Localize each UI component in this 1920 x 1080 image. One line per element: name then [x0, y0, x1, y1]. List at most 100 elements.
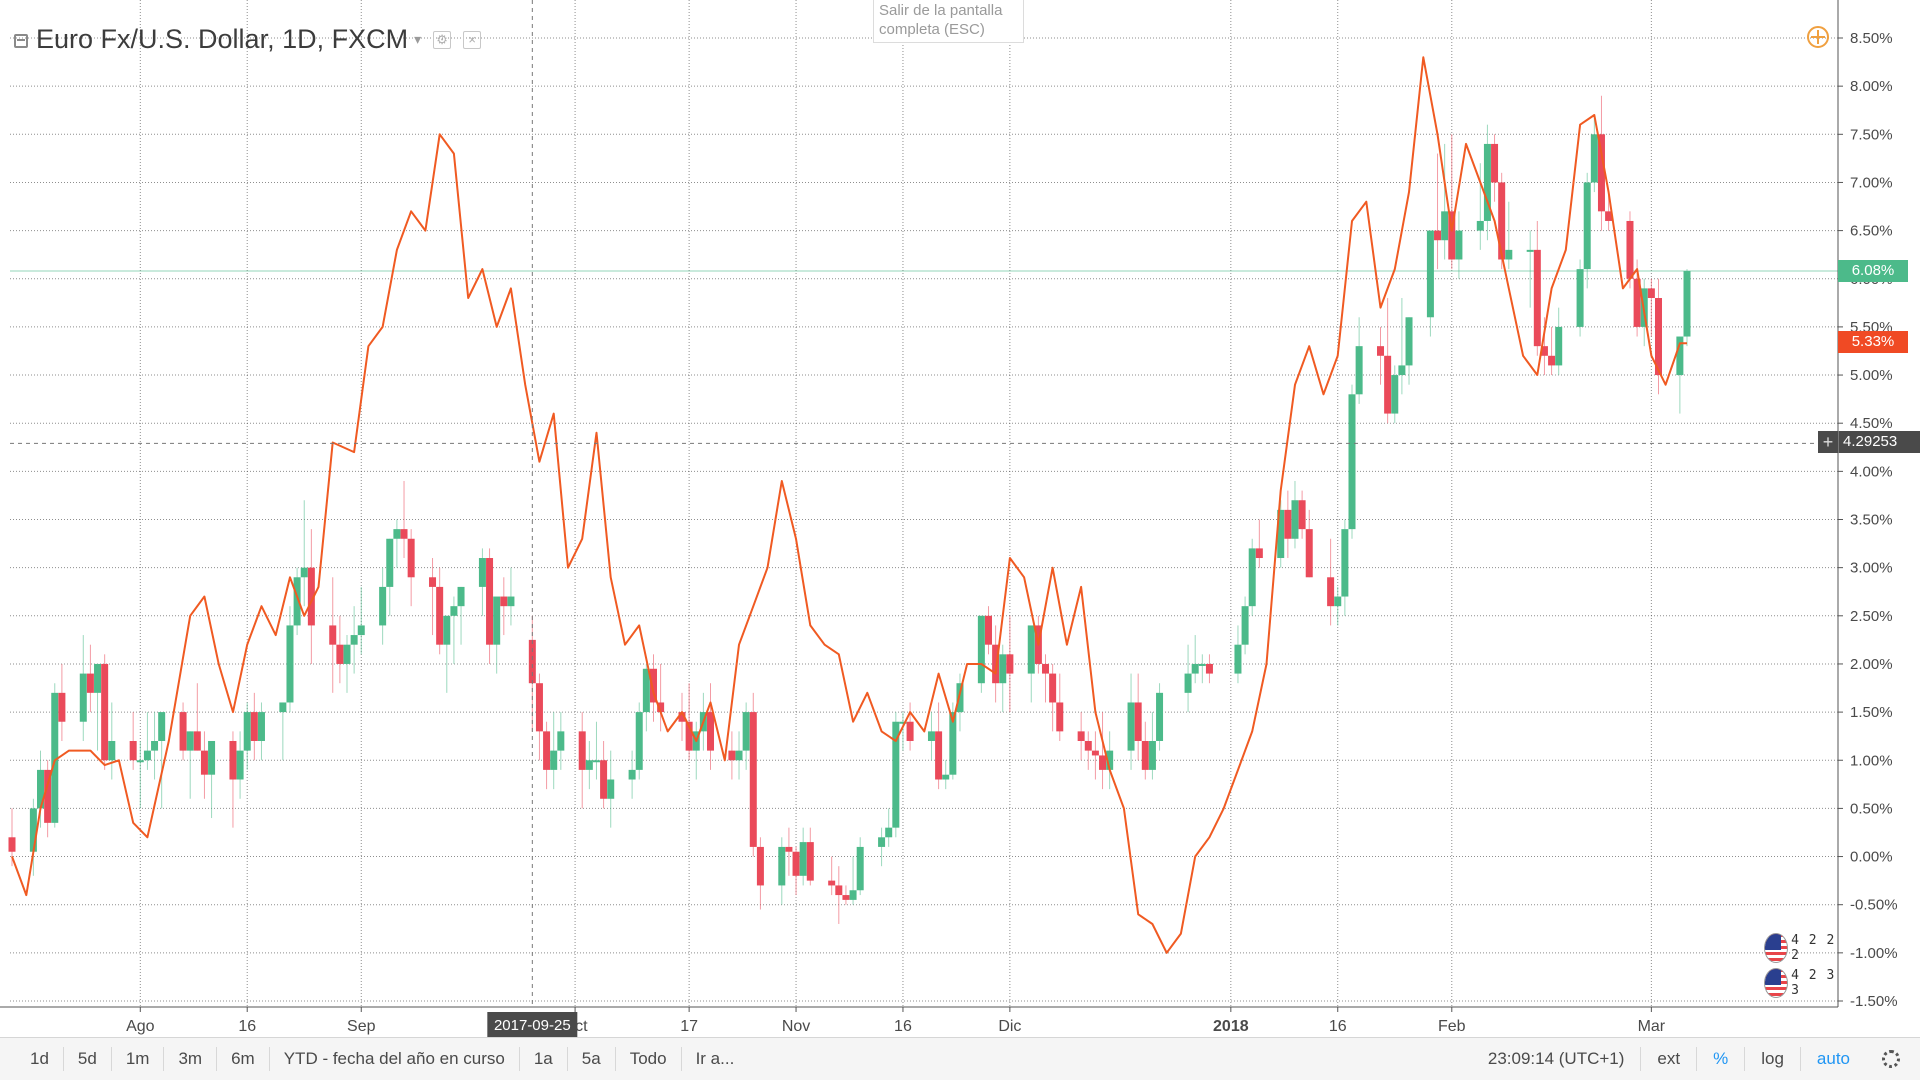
x-tick-label: Dic — [998, 1018, 1021, 1035]
candle-body — [828, 880, 836, 886]
candle-body — [785, 846, 793, 852]
candle-body — [357, 625, 365, 636]
x-tick-label: 17 — [680, 1018, 698, 1035]
candle-body — [806, 842, 814, 881]
candle-body — [578, 731, 586, 770]
candle-body — [892, 721, 900, 828]
time-axis[interactable]: Ago16SepOct17Nov16Dic201816FebMar2017-09… — [0, 1006, 1920, 1037]
candle-body — [1049, 673, 1057, 703]
y-tick-label: 3.00% — [1850, 560, 1893, 577]
add-compare-icon[interactable] — [1807, 26, 1829, 48]
candle-body — [436, 586, 444, 645]
candle-body — [493, 596, 501, 645]
candle-body — [1377, 346, 1385, 356]
y-tick-label: 1.50% — [1850, 704, 1893, 721]
range-button-3m[interactable]: 3m — [164, 1047, 218, 1071]
y-tick-label: 8.00% — [1850, 78, 1893, 95]
y-tick-label: 3.50% — [1850, 512, 1893, 529]
candle-body — [778, 846, 786, 886]
candle-body — [1626, 220, 1634, 279]
candle-body — [478, 558, 486, 587]
percent-scale-toggle[interactable]: % — [1696, 1047, 1744, 1071]
extended-hours-toggle[interactable]: ext — [1640, 1047, 1696, 1071]
candle-body — [1405, 317, 1413, 366]
candle-body — [1455, 230, 1463, 260]
candle-body — [1191, 663, 1199, 674]
price-axis-background — [1838, 0, 1920, 1007]
candle-body — [243, 712, 251, 751]
range-button-6m[interactable]: 6m — [217, 1047, 270, 1071]
x-tick-label: 16 — [238, 1018, 256, 1035]
range-button-1y[interactable]: 1a — [520, 1047, 568, 1071]
ticker-chip[interactable]: 4 2 2 2 — [1764, 932, 1840, 964]
range-button-all[interactable]: Todo — [616, 1047, 682, 1071]
ticker-chip[interactable]: 4 2 3 3 — [1764, 967, 1840, 999]
candle-body — [1099, 755, 1107, 770]
settings-icon[interactable]: ⚙ — [433, 30, 452, 49]
candle-body — [1084, 740, 1092, 751]
candle-body — [136, 760, 144, 763]
candle-body — [1091, 750, 1099, 756]
range-button-1d[interactable]: 1d — [0, 1047, 64, 1071]
candle-body — [300, 567, 308, 578]
candle-body — [1533, 249, 1541, 347]
y-tick-label: 7.00% — [1850, 174, 1893, 191]
price-axis[interactable]: 8.50%8.00%7.50%7.00%6.50%6.00%5.50%5.00%… — [1837, 0, 1920, 1010]
candle-body — [1441, 211, 1449, 241]
candle-body — [386, 538, 394, 587]
chart-canvas[interactable]: 8.50%8.00%7.50%7.00%6.50%6.00%5.50%5.00%… — [0, 0, 1920, 1037]
candle-body — [336, 644, 344, 664]
candle-body — [400, 529, 408, 539]
candle-body — [1633, 278, 1641, 327]
us-flag-icon — [1764, 933, 1789, 963]
gear-icon[interactable] — [1882, 1050, 1900, 1068]
collapse-legend-icon[interactable] — [14, 33, 28, 48]
candle-body — [657, 702, 665, 713]
caret-down-icon[interactable]: ▾ — [414, 31, 422, 47]
candle-body — [1384, 355, 1392, 414]
candle-body — [849, 890, 857, 900]
candle-body — [500, 596, 508, 607]
candle-body — [1576, 269, 1584, 327]
range-button-ytd[interactable]: YTD - fecha del año en curso — [270, 1047, 520, 1071]
candle-body — [1647, 288, 1655, 299]
candle-body — [286, 625, 294, 703]
go-to-date-button[interactable]: Ir a... — [695, 1049, 735, 1068]
log-scale-toggle[interactable]: log — [1744, 1047, 1800, 1071]
candle-body — [1583, 182, 1591, 270]
candle-body — [1255, 548, 1263, 559]
candle-body — [158, 712, 166, 741]
comparison-line-series — [11, 56, 1687, 954]
clock-display[interactable]: 23:09:14 (UTC+1) — [1487, 1049, 1625, 1068]
y-tick-label: -1.00% — [1850, 945, 1898, 962]
candle-body — [685, 721, 693, 751]
candle-body — [1148, 740, 1156, 770]
candle-body — [329, 625, 337, 645]
candle-body — [1077, 731, 1085, 741]
candle-body — [1327, 577, 1335, 607]
y-tick-label: 8.50% — [1850, 30, 1893, 47]
candle-body — [250, 712, 258, 741]
candle-body — [835, 885, 843, 896]
y-tick-label: -1.50% — [1850, 993, 1898, 1010]
candle-body — [208, 740, 216, 775]
close-icon[interactable]: × — [463, 30, 482, 49]
candle-body — [600, 760, 608, 799]
tooltip-line-2: completa (ESC) — [879, 21, 985, 38]
plus-icon[interactable]: + — [1818, 431, 1839, 453]
candle-body — [550, 750, 558, 770]
range-button-5d[interactable]: 5d — [64, 1047, 112, 1071]
us-flag-icon — [1764, 968, 1789, 998]
range-button-5y[interactable]: 5a — [568, 1047, 616, 1071]
candle-body — [486, 558, 494, 645]
candle-body — [429, 577, 437, 587]
candle-body — [58, 692, 66, 722]
bottom-toolbar: 1d 5d 1m 3m 6m YTD - fecha del año en cu… — [0, 1037, 1920, 1080]
candle-body — [343, 644, 351, 664]
candle-body — [1127, 702, 1135, 751]
grid-lines — [10, 0, 1838, 1007]
range-button-1m[interactable]: 1m — [112, 1047, 165, 1071]
y-tick-label: 1.00% — [1850, 752, 1893, 769]
candle-body — [1056, 702, 1064, 732]
auto-scale-toggle[interactable]: auto — [1799, 1047, 1866, 1071]
